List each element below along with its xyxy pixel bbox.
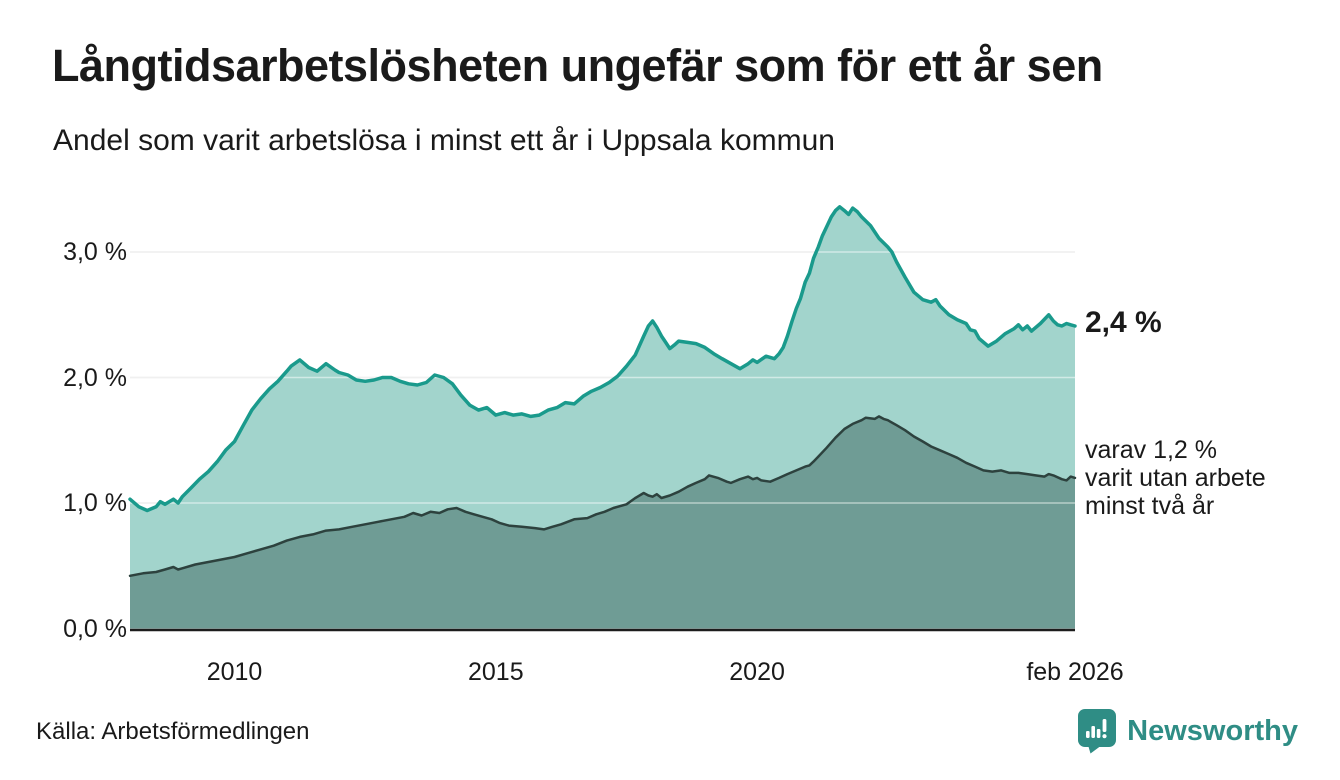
source-note: Källa: Arbetsförmedlingen — [36, 718, 310, 745]
x-tick-label: 2020 — [729, 658, 785, 686]
line-minst-ett-ar — [128, 205, 1077, 513]
newsworthy-bubble-chart-icon — [1078, 709, 1117, 754]
newsworthy-wordmark: Newsworthy — [1127, 714, 1298, 747]
x-tick-label: feb 2026 — [1026, 658, 1124, 686]
y-tick-label: 3,0 % — [63, 238, 127, 266]
page-title: Långtidsarbetslösheten ungefär som för e… — [52, 40, 1103, 91]
newsworthy-logo: Newsworthy — [1077, 708, 1298, 754]
page-subtitle: Andel som varit arbetslösa i minst ett å… — [53, 124, 835, 157]
subseries-annotation: varav 1,2 % varit utan arbete minst två … — [1085, 435, 1266, 520]
x-tick-label: 2010 — [206, 658, 263, 686]
area-minst-tva-ar — [130, 416, 1075, 629]
y-tick-label: 1,0 % — [63, 489, 127, 517]
y-tick-label: 2,0 % — [63, 363, 127, 392]
line-minst-tva-ar — [128, 415, 1077, 578]
y-tick-label: 0,0 % — [63, 614, 127, 643]
latest-value-label: 2,4 % — [1085, 306, 1162, 340]
x-tick-label: 2015 — [468, 658, 524, 686]
